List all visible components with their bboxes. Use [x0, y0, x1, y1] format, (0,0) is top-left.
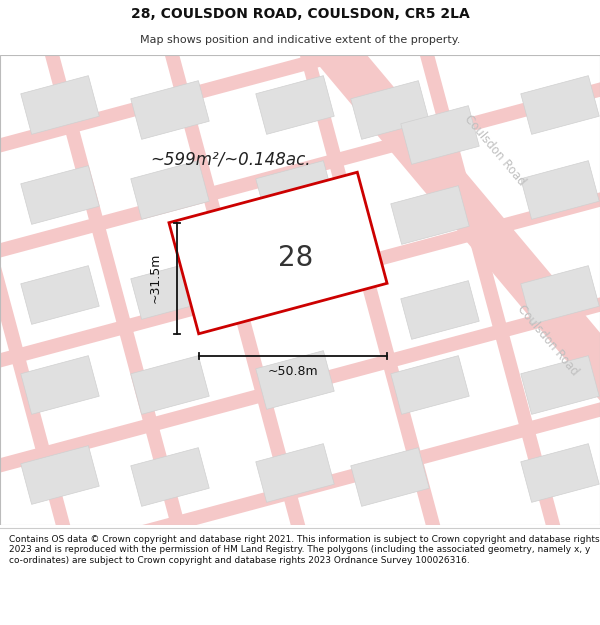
Polygon shape	[256, 161, 334, 219]
Polygon shape	[256, 444, 334, 503]
Polygon shape	[0, 47, 600, 293]
Polygon shape	[131, 261, 209, 319]
Text: Map shows position and indicative extent of the property.: Map shows position and indicative extent…	[140, 34, 460, 44]
Polygon shape	[391, 356, 469, 414]
Polygon shape	[521, 266, 599, 324]
Text: Contains OS data © Crown copyright and database right 2021. This information is : Contains OS data © Crown copyright and d…	[9, 535, 599, 565]
Polygon shape	[232, 0, 600, 484]
Polygon shape	[391, 186, 469, 244]
Polygon shape	[131, 356, 209, 414]
Polygon shape	[17, 0, 212, 625]
Polygon shape	[0, 0, 600, 188]
Text: ~31.5m: ~31.5m	[148, 253, 161, 303]
Polygon shape	[0, 157, 600, 403]
Text: Coulsdon Road: Coulsdon Road	[462, 112, 528, 188]
Text: Coulsdon Road: Coulsdon Road	[515, 302, 581, 378]
Polygon shape	[137, 0, 332, 625]
Polygon shape	[131, 161, 209, 219]
Polygon shape	[392, 0, 587, 625]
Polygon shape	[21, 446, 99, 504]
Polygon shape	[131, 81, 209, 139]
Text: ~599m²/~0.148ac.: ~599m²/~0.148ac.	[150, 151, 310, 169]
Polygon shape	[272, 0, 467, 625]
Text: 28, COULSDON ROAD, COULSDON, CR5 2LA: 28, COULSDON ROAD, COULSDON, CR5 2LA	[131, 7, 469, 21]
Polygon shape	[292, 11, 600, 569]
Polygon shape	[0, 367, 600, 613]
Polygon shape	[401, 106, 479, 164]
Text: 28: 28	[278, 244, 314, 272]
Polygon shape	[169, 173, 387, 334]
Polygon shape	[521, 356, 599, 414]
Polygon shape	[401, 281, 479, 339]
Polygon shape	[21, 166, 99, 224]
Polygon shape	[21, 356, 99, 414]
Text: ~50.8m: ~50.8m	[268, 365, 318, 378]
Polygon shape	[0, 0, 97, 625]
Polygon shape	[351, 448, 429, 506]
Polygon shape	[256, 76, 334, 134]
Polygon shape	[21, 76, 99, 134]
Polygon shape	[131, 448, 209, 506]
Polygon shape	[521, 161, 599, 219]
Polygon shape	[256, 351, 334, 409]
Polygon shape	[351, 81, 429, 139]
Polygon shape	[21, 266, 99, 324]
Polygon shape	[521, 444, 599, 503]
Polygon shape	[0, 262, 600, 508]
Polygon shape	[521, 76, 599, 134]
